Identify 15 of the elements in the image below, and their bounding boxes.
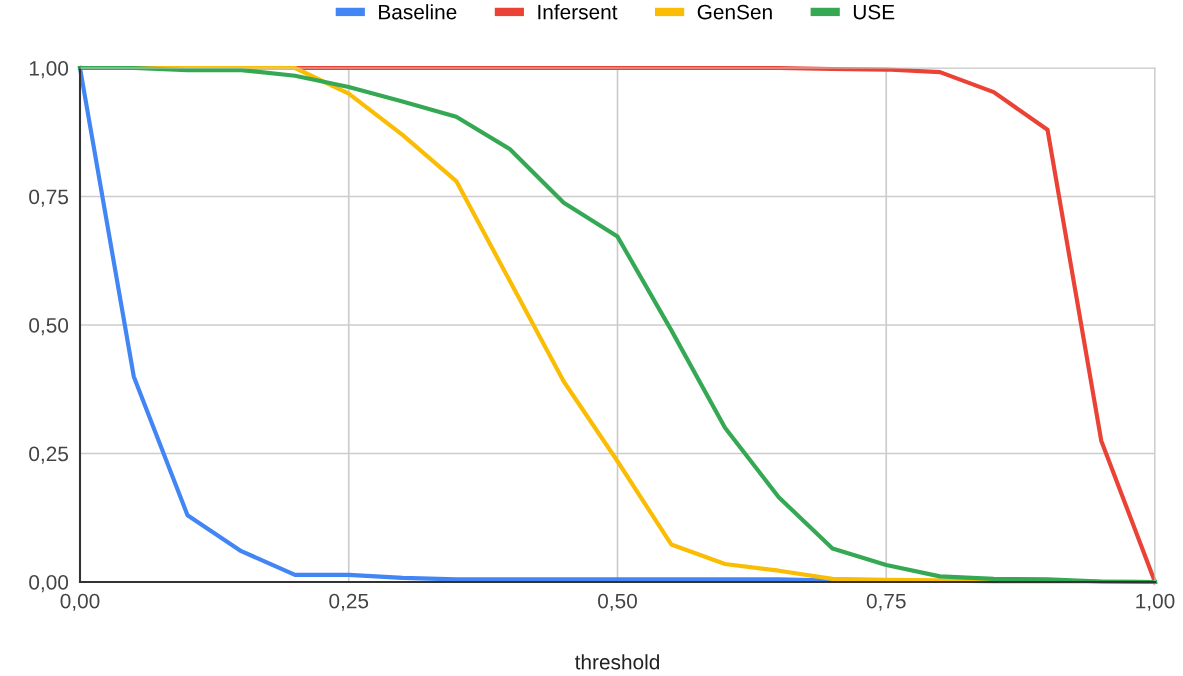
legend-label: USE [853, 4, 895, 20]
x-tick-label: 0,25 [329, 593, 369, 611]
x-tick-label: 1,00 [1136, 593, 1175, 611]
legend-label: Infersent [538, 4, 618, 20]
x-tick-label: 0,00 [60, 593, 100, 611]
x-tick-label: 0,50 [598, 593, 637, 611]
x-tick-label: 0,75 [866, 593, 906, 611]
x-axis-title: threshold [574, 654, 660, 670]
y-tick-label: 0,75 [29, 189, 69, 207]
y-tick-label: 0,50 [29, 318, 69, 336]
legend-label: Baseline [379, 4, 457, 20]
y-tick-label: 0,00 [29, 575, 69, 593]
y-tick-label: 0,25 [29, 446, 69, 464]
y-tick-label: 1,00 [29, 61, 69, 79]
legend-label: GenSen [697, 4, 772, 20]
